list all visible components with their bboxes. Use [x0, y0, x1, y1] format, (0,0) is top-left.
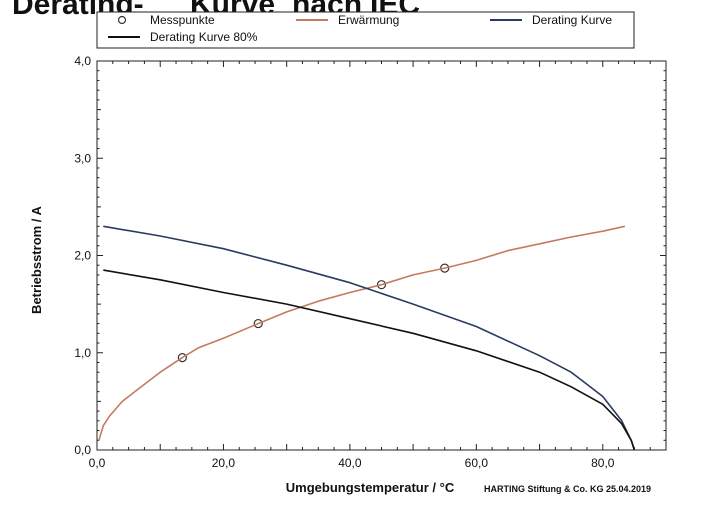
y-axis-title: Betriebsstrom / A [29, 205, 44, 313]
legend-label: Messpunkte [150, 13, 215, 27]
axes: 0,0 20,0 40,0 60,0 80,0 0,0 1,0 2,0 3,0 4,0 [74, 54, 667, 470]
footer-note: HARTING Stiftung & Co. KG 25.04.2019 [484, 484, 651, 494]
y-tick-label: 2,0 [74, 249, 91, 263]
legend: Messpunkte Erwärmung Derating Kurve Deratin… [96, 11, 635, 49]
y-tick-label: 0,0 [74, 443, 91, 457]
x-tick-label: 0,0 [89, 456, 106, 470]
legend-swatch [117, 15, 127, 25]
x-tick-label: 20,0 [212, 456, 236, 470]
y-tick-label: 3,0 [74, 151, 91, 165]
legend-label: Erwärmung [338, 13, 399, 27]
y-tick-label: 4,0 [74, 54, 91, 68]
series-line-derating-kurve [103, 225, 636, 451]
legend-box [96, 11, 635, 49]
legend-label: Derating Kurve 80% [150, 30, 258, 44]
x-axis-title: Umgebungstemperatur / °C [286, 480, 455, 495]
x-tick-label: 80,0 [591, 456, 615, 470]
series-layer [98, 225, 636, 451]
x-tick-label: 60,0 [465, 456, 489, 470]
series-line-erw-rmung [98, 225, 626, 441]
y-tick-label: 1,0 [74, 346, 91, 360]
x-tick-label: 40,0 [338, 456, 362, 470]
legend-label: Derating Kurve [532, 13, 612, 27]
series-line-derating-kurve-80- [103, 269, 636, 451]
